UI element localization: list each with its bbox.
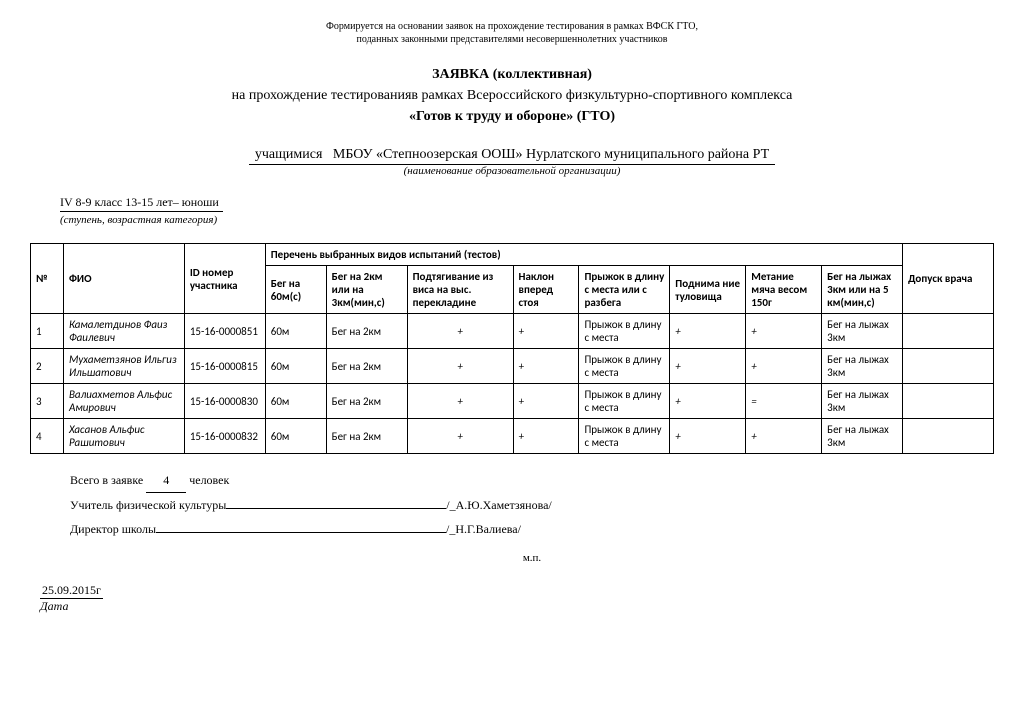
- cell-fio: Мухаметзянов Ильгиз Ильшатович: [63, 349, 184, 384]
- cell-c4: +: [513, 349, 579, 384]
- cell-c2: Бег на 2км: [326, 419, 407, 454]
- cell-c4: +: [513, 384, 579, 419]
- cell-c5: Прыжок в длину с места: [579, 384, 670, 419]
- cell-c7: =: [746, 384, 822, 419]
- director-name: /_Н.Г.Валиева/: [446, 522, 521, 536]
- director-line: Директор школы /_Н.Г.Валиева/: [70, 517, 994, 541]
- cell-d: [903, 384, 994, 419]
- cell-c3: +: [407, 314, 513, 349]
- col-c7: Метание мяча весом 150г: [746, 266, 822, 314]
- cell-c1: 60м: [265, 349, 326, 384]
- col-tests-group: Перечень выбранных видов испытаний (тест…: [265, 244, 902, 266]
- cell-d: [903, 419, 994, 454]
- footer: Всего в заявке 4 человек Учитель физичес…: [30, 468, 994, 569]
- col-c2: Бег на 2км или на 3км(мин,с): [326, 266, 407, 314]
- org-caption: (наименование образовательной организаци…: [30, 165, 994, 177]
- heading-line3: «Готов к труду и обороне» (ГТО): [30, 106, 994, 127]
- col-c3: Подтягивание из виса на выс. перекладине: [407, 266, 513, 314]
- teacher-label: Учитель физической культуры: [70, 498, 226, 512]
- col-c6: Поднима ние туловища: [670, 266, 746, 314]
- date-caption: Дата: [40, 599, 68, 613]
- table-row: 1Камалетдинов Фаиз Фаилевич15-16-0000851…: [31, 314, 994, 349]
- cell-c6: +: [670, 349, 746, 384]
- heading: ЗАЯВКА (коллективная) на прохождение тес…: [30, 64, 994, 127]
- cell-c5: Прыжок в длину с места: [579, 419, 670, 454]
- cell-fio: Камалетдинов Фаиз Фаилевич: [63, 314, 184, 349]
- teacher-line: Учитель физической культуры /_А.Ю.Хаметзя…: [70, 493, 994, 517]
- cell-n: 1: [31, 314, 64, 349]
- table-row: 4Хасанов Альфис Рашитович15-16-000083260…: [31, 419, 994, 454]
- heading-line2: на прохождение тестированияв рамках Всер…: [30, 85, 994, 106]
- teacher-sign: [226, 508, 446, 509]
- col-num: №: [31, 244, 64, 314]
- stage-value: IV 8-9 класс 13-15 лет– юноши: [60, 195, 223, 212]
- org-line: учащимися МБОУ «Степноозерская ООШ» Нурл…: [30, 147, 994, 165]
- cell-c5: Прыжок в длину с места: [579, 349, 670, 384]
- stage-block: IV 8-9 класс 13-15 лет– юноши (ступень, …: [60, 195, 994, 227]
- cell-c6: +: [670, 384, 746, 419]
- cell-n: 2: [31, 349, 64, 384]
- cell-c5: Прыжок в длину с места: [579, 314, 670, 349]
- cell-c7: +: [746, 419, 822, 454]
- cell-c3: +: [407, 419, 513, 454]
- cell-c8: Бег на лыжах 3км: [822, 419, 903, 454]
- cell-c7: +: [746, 349, 822, 384]
- total-line: Всего в заявке 4 человек: [70, 468, 994, 493]
- director-sign: [156, 532, 446, 533]
- total-prefix: Всего в заявке: [70, 473, 143, 487]
- cell-c1: 60м: [265, 314, 326, 349]
- mp: м.п.: [70, 547, 994, 569]
- heading-title: ЗАЯВКА (коллективная): [30, 64, 994, 85]
- cell-d: [903, 349, 994, 384]
- col-fio: ФИО: [63, 244, 184, 314]
- cell-c3: +: [407, 384, 513, 419]
- date-value: 25.09.2015г: [40, 583, 103, 599]
- total-value: 4: [146, 468, 186, 493]
- cell-c6: +: [670, 314, 746, 349]
- cell-id: 15-16-0000851: [184, 314, 265, 349]
- col-c5: Прыжок в длину с места или с разбега: [579, 266, 670, 314]
- cell-fio: Валиахметов Альфис Амирович: [63, 384, 184, 419]
- table-header-row-1: № ФИО ID номер участника Перечень выбран…: [31, 244, 994, 266]
- col-c4: Наклон вперед стоя: [513, 266, 579, 314]
- org-name: учащимися МБОУ «Степноозерская ООШ» Нурл…: [249, 147, 775, 165]
- table-row: 3Валиахметов Альфис Амирович15-16-000083…: [31, 384, 994, 419]
- cell-c4: +: [513, 314, 579, 349]
- main-table: № ФИО ID номер участника Перечень выбран…: [30, 243, 994, 454]
- total-suffix: человек: [189, 473, 229, 487]
- table-row: 2Мухаметзянов Ильгиз Ильшатович15-16-000…: [31, 349, 994, 384]
- teacher-name: /_А.Ю.Хаметзянова/: [446, 498, 552, 512]
- cell-id: 15-16-0000832: [184, 419, 265, 454]
- cell-c1: 60м: [265, 384, 326, 419]
- top-note-line1: Формируется на основании заявок на прохо…: [30, 20, 994, 33]
- cell-c3: +: [407, 349, 513, 384]
- cell-c6: +: [670, 419, 746, 454]
- cell-n: 3: [31, 384, 64, 419]
- cell-c1: 60м: [265, 419, 326, 454]
- col-doctor: Допуск врача: [903, 244, 994, 314]
- date-block: 25.09.2015г Дата: [40, 583, 994, 614]
- cell-id: 15-16-0000830: [184, 384, 265, 419]
- director-label: Директор школы: [70, 522, 156, 536]
- cell-c8: Бег на лыжах 3км: [822, 384, 903, 419]
- top-note-line2: поданных законными представителями несов…: [30, 33, 994, 46]
- cell-c2: Бег на 2км: [326, 349, 407, 384]
- cell-c4: +: [513, 419, 579, 454]
- cell-id: 15-16-0000815: [184, 349, 265, 384]
- cell-c2: Бег на 2км: [326, 384, 407, 419]
- cell-n: 4: [31, 419, 64, 454]
- cell-c2: Бег на 2км: [326, 314, 407, 349]
- stage-caption: (ступень, возрастная категория): [60, 214, 217, 226]
- cell-c8: Бег на лыжах 3км: [822, 349, 903, 384]
- col-c8: Бег на лыжах 3км или на 5 км(мин,с): [822, 266, 903, 314]
- cell-c7: +: [746, 314, 822, 349]
- cell-fio: Хасанов Альфис Рашитович: [63, 419, 184, 454]
- cell-c8: Бег на лыжах 3км: [822, 314, 903, 349]
- cell-d: [903, 314, 994, 349]
- top-note: Формируется на основании заявок на прохо…: [30, 20, 994, 46]
- col-id: ID номер участника: [184, 244, 265, 314]
- col-c1: Бег на 60м(с): [265, 266, 326, 314]
